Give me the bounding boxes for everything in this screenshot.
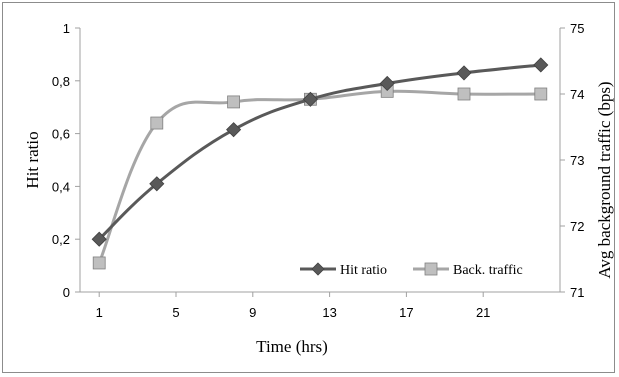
x-tick-label: 5	[172, 305, 179, 320]
y2-tick-label: 74	[570, 87, 584, 102]
legend-label-back-traffic: Back. traffic	[453, 263, 523, 278]
y-tick-label: 0,8	[52, 74, 70, 89]
y2-tick-label: 73	[570, 153, 584, 168]
data-point-hit-ratio	[91, 231, 107, 247]
y2-tick-label: 72	[570, 219, 584, 234]
y2-tick-label: 75	[570, 21, 584, 36]
tick-marks	[75, 27, 565, 297]
series-layer	[91, 57, 549, 270]
x-tick-label: 17	[399, 305, 413, 320]
data-point-hit-ratio	[226, 122, 242, 138]
x-tick-label: 21	[476, 305, 490, 320]
data-point-back-traffic	[457, 87, 471, 101]
x-tick-label: 13	[322, 305, 336, 320]
x-tick-label: 1	[96, 305, 103, 320]
axes	[79, 28, 561, 293]
x-axis-title: Time (hrs)	[256, 337, 328, 356]
y-axis-title: Hit ratio	[23, 131, 42, 188]
y-tick-label: 0,6	[52, 127, 70, 142]
chart-frame	[2, 2, 615, 373]
y-tick-label: 1	[63, 21, 70, 36]
legend-marker-hit-ratio	[311, 262, 325, 276]
data-point-back-traffic	[534, 87, 548, 101]
y2-tick-label: 71	[570, 285, 584, 300]
y-tick-label: 0	[63, 285, 70, 300]
x-tick-label: 9	[249, 305, 256, 320]
data-point-back-traffic	[227, 95, 241, 109]
y-tick-label: 0,4	[52, 179, 70, 194]
legend-marker-back-traffic	[424, 262, 438, 276]
y2-axis-title: Avg background traffic (bps)	[595, 81, 614, 278]
data-point-hit-ratio	[149, 176, 165, 192]
data-point-hit-ratio	[379, 75, 395, 92]
data-point-hit-ratio	[302, 91, 318, 107]
data-point-hit-ratio	[456, 65, 472, 81]
legend-label-hit-ratio: Hit ratio	[340, 263, 387, 278]
data-point-back-traffic	[150, 116, 164, 130]
tick-labels: 0 0,2 0,4 0,6 0,8 1 71 72 73 74 75 1 5 9 13 17 21	[52, 21, 585, 320]
data-point-hit-ratio	[533, 57, 549, 73]
y-tick-label: 0,2	[52, 232, 70, 247]
series-line-hit-ratio	[98, 63, 541, 241]
legend: Hit ratio Back. traffic	[300, 262, 523, 278]
data-point-back-traffic	[92, 256, 106, 270]
